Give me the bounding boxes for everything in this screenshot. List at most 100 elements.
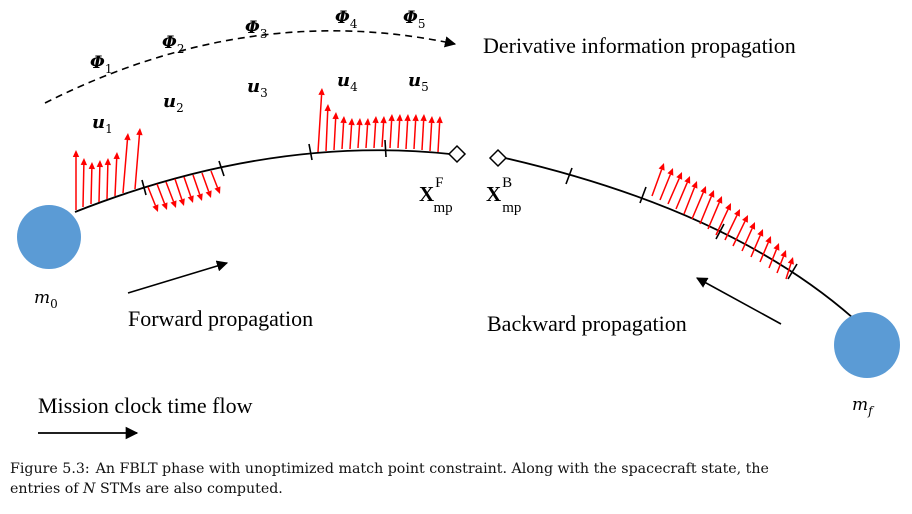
thrust-arrow-seg4-6	[357, 124, 361, 149]
control-labels: u1 u2 u3 u4 u5	[92, 70, 429, 136]
thrust-arrow-seg5-7-head	[420, 114, 427, 122]
thrust-arrow-back-8	[707, 202, 720, 230]
caption-line-2-start: entries of	[10, 481, 84, 497]
caption-variable-n: N	[83, 481, 96, 497]
thrust-arrow-seg5-8-head	[428, 116, 435, 124]
thrust-arrow-seg5-2	[381, 122, 385, 148]
caption-line-1: An FBLT phase with unoptimized match poi…	[95, 461, 769, 477]
thrust-arrow-seg4-1	[317, 94, 323, 153]
end-body	[834, 312, 900, 378]
control-label-1: u1	[92, 112, 113, 136]
backward-match-point-label: XB mp	[486, 175, 521, 216]
forward-match-point-label: XF mp	[419, 175, 453, 216]
thrust-arrow-seg5-7	[421, 120, 425, 151]
thrust-arrow-back-4-head	[684, 176, 691, 184]
thrust-arrow-seg1-1-head	[72, 150, 80, 157]
thrust-arrow-seg4-4-head	[340, 116, 347, 124]
thrust-arrows	[72, 88, 794, 280]
thrust-arrow-seg2-3	[165, 181, 175, 202]
derivative-propagation-arrow	[44, 30, 457, 104]
thrust-arrow-back-2	[659, 174, 672, 201]
thrust-arrow-seg4-1-head	[318, 88, 325, 96]
thrust-arrow-seg1-5	[106, 164, 109, 200]
thrust-arrow-back-15	[768, 249, 778, 269]
thrust-arrow-back-11	[732, 220, 746, 247]
thrust-arrow-back-7-head	[708, 190, 715, 198]
control-label-2: u2	[163, 91, 184, 115]
caption-line-2-end: STMs are also computed.	[95, 481, 283, 497]
thrust-arrow-seg5-9	[437, 122, 441, 153]
thrust-arrow-seg4-6-head	[356, 118, 363, 126]
thrust-arrow-seg1-6	[114, 158, 118, 197]
thrust-arrow-seg5-6	[413, 120, 417, 150]
fblt-phase-diagram: Φ1 Φ2 Φ3 Φ4 Φ5 u1 u2 u3 u4 u5 XF mp XB mp …	[17, 8, 900, 440]
thrust-arrow-seg1-5-head	[104, 158, 112, 166]
stm-labels: Φ1 Φ2 Φ3 Φ4 Φ5	[90, 8, 425, 76]
forward-direction-arrow	[127, 260, 229, 294]
thrust-arrow-seg2-4	[174, 178, 183, 200]
thrust-arrow-seg1-4-head	[96, 160, 104, 168]
forward-match-point-marker	[447, 144, 467, 164]
thrust-arrow-back-4	[675, 182, 688, 210]
thrust-arrow-seg5-4	[397, 120, 401, 149]
backward-propagation-label: Backward propagation	[487, 311, 687, 336]
derivative-propagation-label: Derivative information propagation	[483, 33, 796, 58]
thrust-arrow-back-3-head	[676, 172, 683, 180]
thrust-arrow-seg4-5	[349, 124, 353, 150]
thrust-arrow-back-15-head	[773, 243, 780, 251]
thrust-arrow-back-10-head	[734, 209, 740, 217]
forward-trajectory	[74, 149, 451, 213]
thrust-arrow-back-6	[691, 192, 704, 220]
thrust-arrow-back-13-head	[757, 229, 764, 237]
thrust-arrow-seg1-4	[98, 166, 101, 203]
control-label-4: u4	[337, 70, 358, 94]
thrust-arrow-seg5-9-head	[436, 116, 443, 124]
figure-number: Figure 5.3:	[10, 461, 90, 477]
thrust-arrow-seg5-5	[405, 120, 409, 150]
thrust-arrow-back-10	[724, 214, 738, 241]
thrust-arrow-seg5-6-head	[412, 114, 419, 122]
thrust-arrow-back-17-head	[787, 257, 794, 265]
backward-match-point-marker	[488, 148, 508, 168]
thrust-arrow-seg4-2	[325, 110, 329, 152]
thrust-arrow-seg2-1-head	[152, 204, 159, 212]
thrust-arrow-seg4-5-head	[348, 118, 355, 126]
thrust-arrow-back-12-head	[749, 222, 756, 230]
thrust-arrow-seg2-2	[156, 183, 166, 204]
thrust-arrow-back-17	[785, 263, 792, 280]
mission-clock-label: Mission clock time flow	[38, 393, 253, 418]
thrust-arrow-back-3	[667, 178, 680, 205]
thrust-arrow-seg2-4-head	[178, 198, 185, 206]
thrust-arrow-seg2-8-head	[214, 186, 221, 194]
thrust-arrow-seg2-8	[210, 170, 219, 188]
thrust-arrow-seg5-3	[389, 120, 393, 149]
start-body-label: m0	[34, 288, 58, 311]
thrust-arrow-back-12	[741, 228, 753, 252]
thrust-arrow-back-1-head	[658, 163, 665, 171]
thrust-arrow-seg5-1	[373, 122, 377, 149]
thrust-arrow-back-9-head	[725, 203, 731, 211]
figure-caption: Figure 5.3: An FBLT phase with unoptimize…	[10, 459, 905, 499]
thrust-arrow-seg2-1	[147, 186, 157, 206]
thrust-arrow-seg1-6-head	[113, 152, 120, 160]
thrust-arrow-seg1-3-head	[88, 162, 96, 170]
thrust-arrow-back-7	[699, 196, 713, 225]
thrust-arrow-back-16-head	[780, 250, 787, 258]
stm-label-3: Φ3	[245, 18, 267, 41]
thrust-arrow-seg1-8-head	[136, 128, 143, 136]
thrust-arrow-seg1-8	[134, 134, 141, 190]
thrust-arrow-seg5-5-head	[404, 114, 411, 122]
start-body	[17, 205, 81, 269]
thrust-arrow-seg2-7-head	[205, 190, 212, 198]
control-label-5: u5	[408, 70, 429, 94]
thrust-arrow-seg4-3-head	[332, 112, 339, 120]
thrust-arrow-back-5-head	[691, 181, 698, 189]
stm-label-4: Φ4	[335, 8, 358, 31]
thrust-arrow-seg1-7-head	[124, 133, 131, 141]
thrust-arrow-seg2-5-head	[187, 195, 194, 203]
thrust-arrow-back-8-head	[716, 196, 723, 204]
thrust-arrow-seg2-7	[201, 172, 210, 192]
thrust-arrow-seg5-4-head	[396, 114, 403, 122]
thrust-arrow-back-13	[750, 235, 761, 258]
